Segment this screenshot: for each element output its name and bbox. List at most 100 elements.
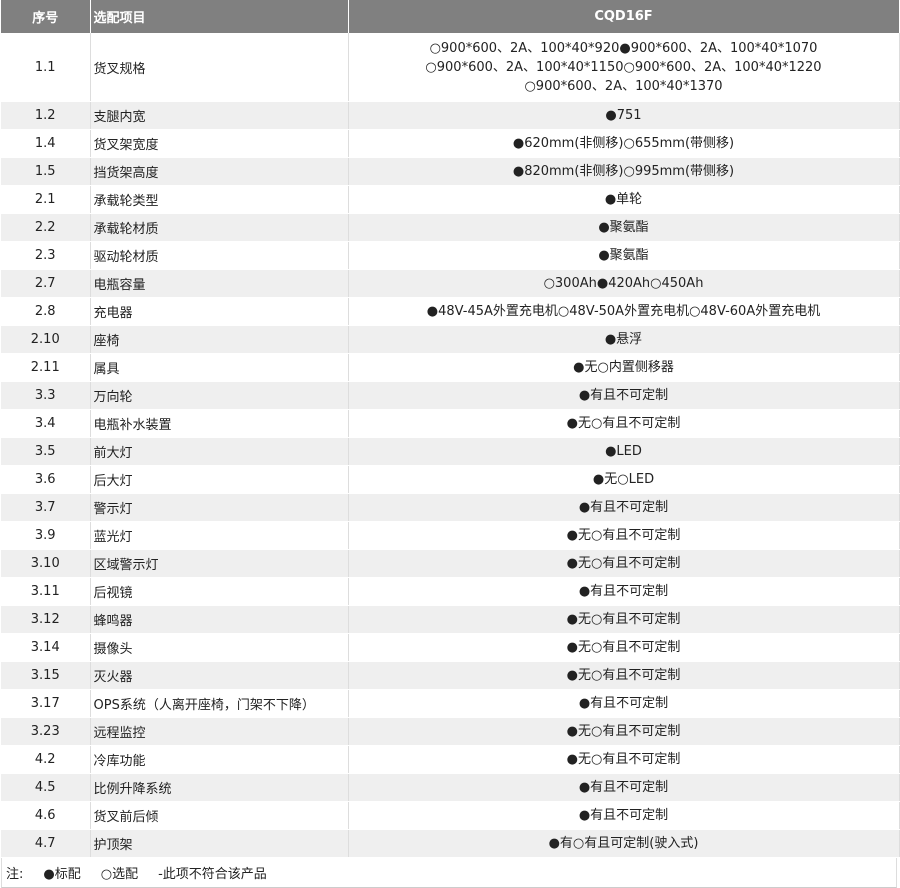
table-row: 2.8 充电器 ●48V-45A外置充电机○48V-50A外置充电机○48V-60A… — [1, 297, 900, 326]
row-value: ●无○有且不可定制 — [348, 549, 900, 578]
row-value: ●751 — [348, 101, 900, 130]
row-item: 蜂鸣器 — [90, 605, 349, 634]
table-row: 3.12 蜂鸣器 ●无○有且不可定制 — [1, 605, 900, 634]
row-number: 3.12 — [1, 605, 91, 634]
row-value: ●有且不可定制 — [348, 493, 900, 522]
row-item: 属具 — [90, 353, 349, 382]
row-value: ●无○LED — [348, 465, 900, 494]
value-line: ●无○有且不可定制 — [566, 612, 681, 627]
value-line: ●LED — [605, 444, 642, 459]
row-item: 货叉架宽度 — [90, 129, 349, 158]
row-number: 3.9 — [1, 521, 91, 550]
value-line: ○900*600、2A、100*40*1370 — [524, 78, 723, 94]
note-optional: ○选配 — [100, 867, 139, 882]
value-line: ●有且不可定制 — [578, 808, 669, 823]
row-item: 蓝光灯 — [90, 521, 349, 550]
row-item: 警示灯 — [90, 493, 349, 522]
table-row: 2.7 电瓶容量 ○300Ah●420Ah○450Ah — [1, 269, 900, 298]
value-line: ●无○有且不可定制 — [566, 556, 681, 571]
table-row: 2.3 驱动轮材质 ●聚氨酯 — [1, 241, 900, 270]
table-row: 3.6 后大灯 ●无○LED — [1, 465, 900, 494]
value-line: ●有且不可定制 — [578, 500, 669, 515]
row-value: ●无○有且不可定制 — [348, 521, 900, 550]
row-item: 护顶架 — [90, 829, 349, 858]
value-line: ●无○LED — [592, 472, 655, 487]
header-model: CQD16F — [348, 0, 900, 33]
row-value: ●无○内置侧移器 — [348, 353, 900, 382]
value-line: ●有且不可定制 — [578, 780, 669, 795]
row-number: 2.10 — [1, 325, 91, 354]
row-number: 3.10 — [1, 549, 91, 578]
row-number: 4.5 — [1, 773, 91, 802]
row-number: 3.6 — [1, 465, 91, 494]
row-value: ●LED — [348, 437, 900, 466]
row-item: 承载轮类型 — [90, 185, 349, 214]
value-line: ●无○有且不可定制 — [566, 724, 681, 739]
row-item: 电瓶容量 — [90, 269, 349, 298]
row-value: ●聚氨酯 — [348, 241, 900, 270]
table-row: 3.5 前大灯 ●LED — [1, 437, 900, 466]
row-number: 4.6 — [1, 801, 91, 830]
table-row: 3.15 灭火器 ●无○有且不可定制 — [1, 661, 900, 690]
row-value: ●无○有且不可定制 — [348, 745, 900, 774]
table-row: 3.14 摄像头 ●无○有且不可定制 — [1, 633, 900, 662]
row-item: 支腿内宽 — [90, 101, 349, 130]
table-row: 1.4 货叉架宽度 ●620mm(非侧移)○655mm(带侧移) — [1, 129, 900, 158]
row-value: ●620mm(非侧移)○655mm(带侧移) — [348, 129, 900, 158]
header-no: 序号 — [1, 0, 91, 33]
table-header: 序号 选配项目 CQD16F — [1, 0, 900, 33]
row-value: ●有且不可定制 — [348, 381, 900, 410]
value-line: ●有且不可定制 — [578, 388, 669, 403]
value-line: ●无○有且不可定制 — [566, 528, 681, 543]
row-value: ●聚氨酯 — [348, 213, 900, 242]
row-number: 3.15 — [1, 661, 91, 690]
value-line: ●聚氨酯 — [598, 248, 649, 263]
row-value: ○900*600、2A、100*40*920●900*600、2A、100*40… — [348, 33, 900, 102]
table-row: 1.1 货叉规格 ○900*600、2A、100*40*920●900*600、2A… — [1, 33, 900, 102]
table-row: 4.6 货叉前后倾 ●有且不可定制 — [1, 801, 900, 830]
table-row: 2.10 座椅 ●悬浮 — [1, 325, 900, 354]
row-item: 电瓶补水装置 — [90, 409, 349, 438]
row-value: ●无○有且不可定制 — [348, 717, 900, 746]
table-row: 4.5 比例升降系统 ●有且不可定制 — [1, 773, 900, 802]
row-item: 万向轮 — [90, 381, 349, 410]
row-item: 后大灯 — [90, 465, 349, 494]
row-number: 3.11 — [1, 577, 91, 606]
row-number: 3.23 — [1, 717, 91, 746]
row-item: 驱动轮材质 — [90, 241, 349, 270]
table-row: 2.1 承载轮类型 ●单轮 — [1, 185, 900, 214]
row-value: ●有且不可定制 — [348, 689, 900, 718]
row-value: ●有且不可定制 — [348, 801, 900, 830]
table-row: 3.10 区域警示灯 ●无○有且不可定制 — [1, 549, 900, 578]
value-line: ●无○内置侧移器 — [573, 360, 674, 375]
row-value: ●有且不可定制 — [348, 577, 900, 606]
row-value: ●有且不可定制 — [348, 773, 900, 802]
row-number: 1.5 — [1, 157, 91, 186]
row-number: 3.17 — [1, 689, 91, 718]
row-number: 3.14 — [1, 633, 91, 662]
header-item: 选配项目 — [90, 0, 349, 33]
row-number: 4.7 — [1, 829, 91, 858]
value-line: ●无○有且不可定制 — [566, 668, 681, 683]
row-value: ●单轮 — [348, 185, 900, 214]
row-number: 2.3 — [1, 241, 91, 270]
note-standard: ●标配 — [43, 867, 81, 882]
row-item: 远程监控 — [90, 717, 349, 746]
value-line: ●751 — [605, 108, 642, 123]
value-line: ●无○有且不可定制 — [566, 640, 681, 655]
table-row: 3.17 OPS系统（人离开座椅，门架不下降） ●有且不可定制 — [1, 689, 900, 718]
value-line: ●48V-45A外置充电机○48V-50A外置充电机○48V-60A外置充电机 — [426, 304, 821, 319]
value-line: ●单轮 — [604, 192, 643, 207]
row-number: 4.2 — [1, 745, 91, 774]
table-row: 2.2 承载轮材质 ●聚氨酯 — [1, 213, 900, 242]
row-item: OPS系统（人离开座椅，门架不下降） — [90, 689, 349, 718]
value-line: ●悬浮 — [604, 332, 643, 347]
value-line: ●有○有且可定制(驶入式) — [548, 836, 699, 851]
table-row: 3.23 远程监控 ●无○有且不可定制 — [1, 717, 900, 746]
value-line: ●有且不可定制 — [578, 696, 669, 711]
row-item: 灭火器 — [90, 661, 349, 690]
row-value: ○300Ah●420Ah○450Ah — [348, 269, 900, 298]
row-number: 3.7 — [1, 493, 91, 522]
row-value: ●无○有且不可定制 — [348, 633, 900, 662]
row-number: 2.7 — [1, 269, 91, 298]
